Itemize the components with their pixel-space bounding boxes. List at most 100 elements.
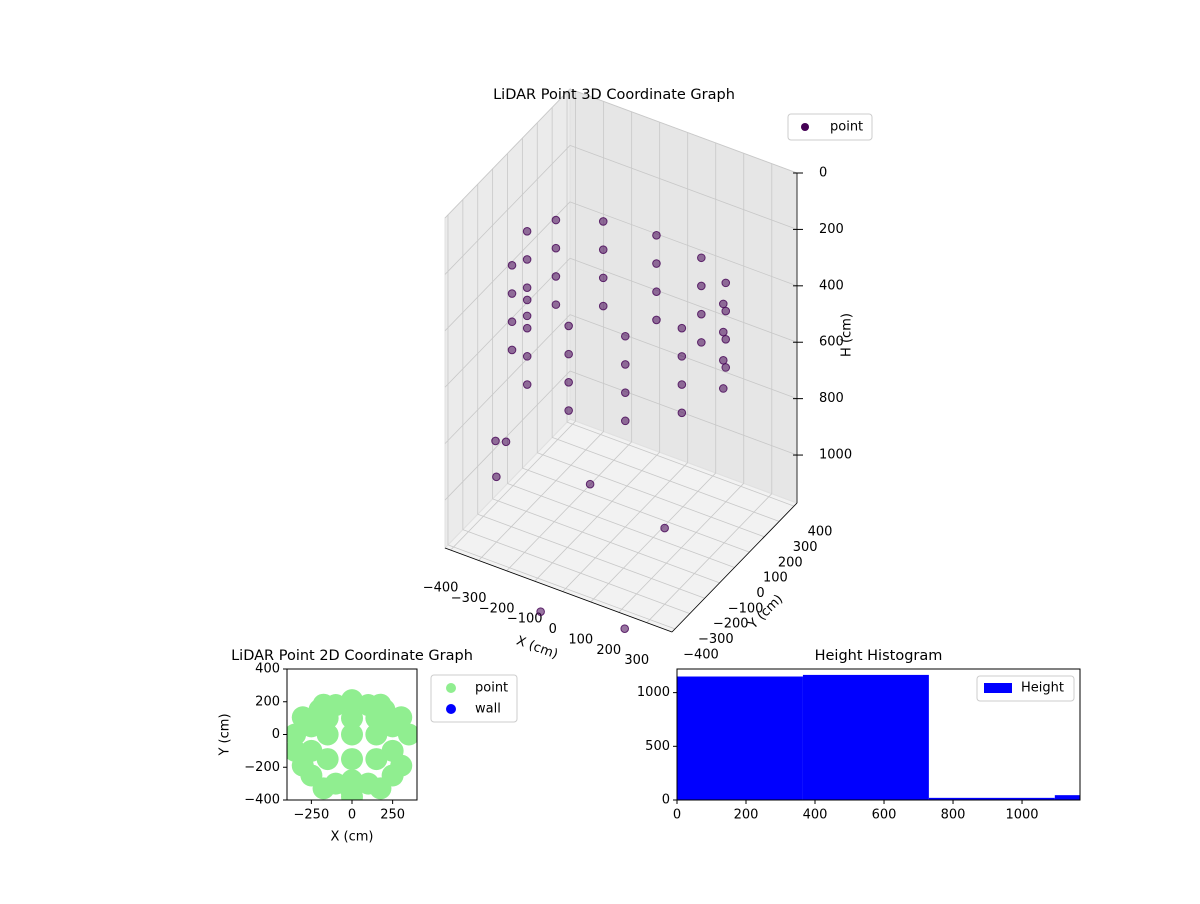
grid-line — [522, 467, 750, 553]
y-tick-label: 1000 — [637, 685, 670, 700]
point — [551, 272, 561, 281]
y-tick-label: −400 — [244, 793, 280, 808]
legend-label: wall — [475, 702, 501, 717]
legend-label: point — [475, 681, 508, 696]
y-tick-label: 400 — [808, 525, 833, 540]
point — [507, 317, 517, 327]
x-tick-label: −400 — [423, 581, 459, 596]
y-tick-label: −200 — [713, 617, 749, 632]
point — [522, 352, 532, 361]
legend-label: point — [830, 120, 863, 135]
plot-frame — [676, 668, 1081, 801]
legend-box — [787, 113, 873, 141]
point — [652, 287, 661, 297]
point — [697, 309, 706, 319]
bar — [802, 674, 929, 800]
point — [598, 245, 608, 254]
legend-marker — [446, 704, 456, 714]
point — [365, 748, 388, 771]
point — [365, 723, 388, 746]
z-tick-label: 600 — [819, 335, 844, 350]
grid-line — [569, 257, 798, 343]
point — [381, 764, 404, 787]
x-tick-label: 300 — [624, 653, 649, 668]
x-tick-label: 0 — [348, 808, 356, 823]
chart-title: Height Histogram — [815, 648, 943, 664]
bars — [677, 674, 1080, 800]
point — [507, 261, 517, 270]
point — [721, 363, 731, 372]
x-tick-label: 0 — [549, 622, 557, 637]
point — [501, 437, 511, 447]
plot-frame — [286, 668, 418, 801]
point — [598, 273, 608, 283]
point — [308, 698, 331, 721]
point — [564, 378, 573, 387]
grid-line — [447, 544, 676, 630]
legend-marker — [446, 683, 456, 693]
z-tick-label: 400 — [819, 278, 844, 293]
point — [598, 301, 608, 311]
point — [316, 723, 339, 746]
legend: point — [787, 113, 873, 141]
y-tick-label: 100 — [763, 571, 788, 586]
point — [522, 226, 532, 236]
point — [491, 436, 500, 446]
y-tick-label: 200 — [778, 555, 803, 570]
point — [697, 281, 706, 291]
point — [339, 777, 362, 800]
point — [721, 278, 731, 288]
grid-line — [444, 88, 571, 219]
point — [287, 739, 307, 762]
point — [718, 327, 728, 337]
bar — [1054, 795, 1080, 800]
chart-title: LiDAR Point 3D Coordinate Graph — [493, 87, 735, 103]
point — [522, 311, 532, 321]
point — [316, 748, 339, 771]
z-tick-label: 200 — [819, 222, 844, 237]
point — [718, 355, 728, 365]
y-tick-label: 0 — [662, 793, 670, 808]
points — [287, 689, 417, 800]
point — [660, 523, 669, 533]
x-tick-label: 100 — [568, 632, 593, 647]
z-tick-label: 800 — [819, 391, 844, 406]
x-tick-label: 200 — [734, 808, 759, 823]
legend-marker — [801, 123, 809, 131]
x-tick-label: 1000 — [1005, 808, 1038, 823]
y-tick-label: −100 — [728, 601, 764, 616]
grid-line — [477, 513, 705, 599]
x-axis-line — [444, 547, 673, 633]
z-tick-label: 0 — [819, 166, 827, 181]
point — [564, 406, 573, 415]
y-tick-label: 0 — [756, 586, 764, 601]
point — [620, 360, 630, 369]
grid-line — [444, 370, 571, 501]
point — [677, 408, 687, 418]
point — [677, 380, 687, 389]
y-tick-label: 200 — [255, 694, 280, 709]
point — [620, 388, 630, 397]
point — [522, 255, 532, 264]
point — [357, 772, 380, 795]
x-axis-label: X (cm) — [514, 634, 560, 663]
point — [341, 748, 363, 771]
point — [620, 624, 630, 634]
x-tick-label: 250 — [380, 808, 405, 823]
point — [564, 321, 573, 331]
z-tick-label: 1000 — [819, 448, 852, 463]
point — [373, 698, 396, 721]
point — [522, 323, 532, 333]
y-axis-label: Y (cm) — [218, 713, 233, 756]
grid-line — [566, 421, 795, 507]
point — [718, 384, 728, 393]
legend-marker — [984, 683, 1012, 693]
x-tick-label: −300 — [451, 591, 487, 606]
grid-line — [569, 201, 798, 287]
grid-line — [507, 483, 735, 568]
point — [564, 349, 573, 359]
point — [677, 323, 687, 333]
point — [697, 253, 706, 263]
y-tick-label: 400 — [255, 662, 280, 677]
